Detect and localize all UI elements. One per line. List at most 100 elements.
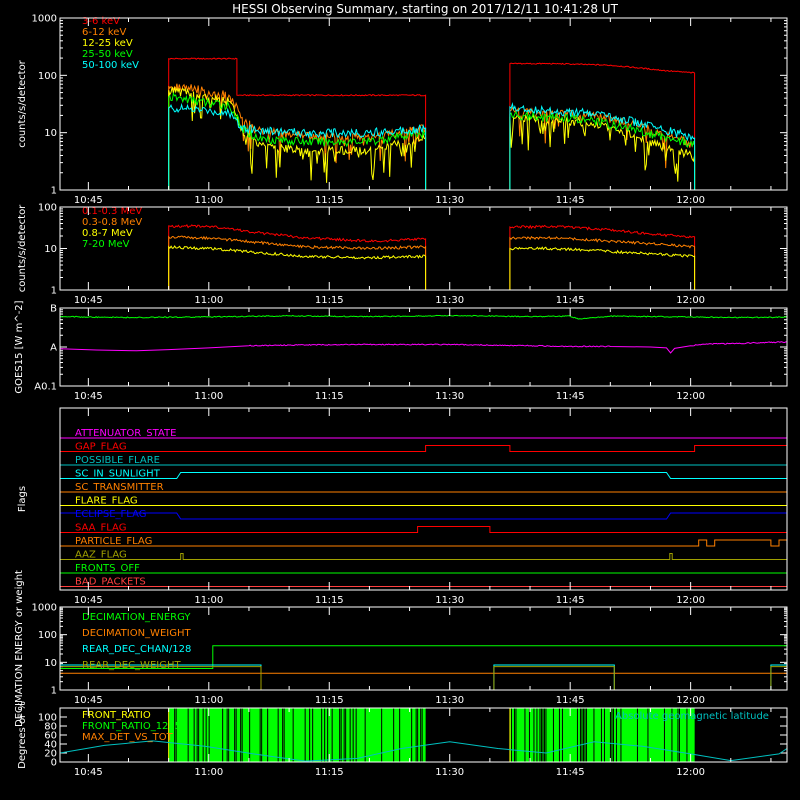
flag-label: SC_IN_SUNLIGHT: [75, 469, 161, 480]
50-100-kev-line: [60, 102, 787, 191]
flag-label: POSSIBLE_FLARE: [75, 455, 160, 466]
0-8-7-mev-line: [168, 245, 427, 290]
0-1-0-3-mev-line: [509, 224, 696, 290]
25-50-kev-line: [168, 91, 427, 190]
x-tick-label: 11:45: [556, 295, 585, 306]
flag-label: ATTENUATOR_STATE: [75, 428, 176, 439]
y-tick-label: A: [50, 343, 57, 354]
series-line: [59, 314, 788, 320]
y-tick-label: A0.1: [34, 382, 57, 393]
y-tick-label: B: [50, 304, 57, 315]
x-tick-label: 10:45: [74, 695, 103, 706]
y-tick-label: 10: [44, 244, 57, 255]
0-8-7-mev-line: [509, 246, 696, 290]
0-3-0-8-mev-line: [509, 235, 696, 290]
legend-entry: 12-25 keV: [82, 38, 133, 49]
x-tick-label: 11:30: [435, 695, 464, 706]
x-tick-label: 11:15: [315, 767, 344, 778]
y-tick-label: 1: [51, 686, 57, 697]
goes-time-axis: 10:45 11:00 11:15 11:30 11:45 12:00: [74, 308, 772, 402]
flag-label: ECLIPSE_FLAG: [75, 509, 146, 520]
flag-label: FLARE_FLAG: [75, 496, 138, 507]
flag-label: PARTICLE_FLAG: [75, 536, 152, 547]
flag-line: [60, 512, 787, 520]
decimation-time-axis: 10:45 11:00 11:15 11:30 11:45 12:00: [74, 607, 772, 706]
y-tick-label: 80: [44, 722, 57, 733]
legend-entry: FRONT_RATIO_1225: [82, 721, 181, 732]
x-tick-label: 11:30: [435, 595, 464, 606]
x-tick-label: 11:15: [315, 391, 344, 402]
flag-label: SAA_FLAG: [75, 523, 126, 534]
x-tick-label: 11:00: [194, 695, 223, 706]
y-tick-label: 1000: [32, 603, 57, 614]
legend-entry: 0.8-7 MeV: [82, 228, 133, 239]
series-line: [59, 341, 787, 354]
flag-line: [60, 445, 787, 452]
legend-entry: DECIMATION_WEIGHT: [82, 628, 191, 639]
hxr-frame: [59, 17, 788, 191]
ratio-time-axis: 10:45 11:00 11:15 11:30 11:45 12:00: [74, 708, 772, 778]
gamma-frame: [59, 206, 788, 291]
flag-line: [60, 553, 787, 560]
x-tick-label: 12:00: [676, 595, 705, 606]
absolute-geomagnetic-latitude-line: [59, 740, 788, 762]
x-tick-label: 12:00: [676, 695, 705, 706]
rear-dec-weight-line: [60, 666, 787, 691]
25-50-kev-line: [509, 110, 696, 190]
flag-line: [60, 472, 787, 479]
legend-entry: 50-100 keV: [82, 60, 139, 71]
y-axis-label: counts/s/detector: [17, 204, 28, 292]
goes-panel: GOES15 [W m^-2] A0.1 A B 10:45 11:00 11:15 11:3…: [14, 300, 788, 402]
front-ratio-bar: [168, 708, 426, 762]
y-tick-label: 1: [51, 286, 57, 297]
x-tick-label: 12:00: [676, 295, 705, 306]
x-tick-label: 11:30: [435, 767, 464, 778]
flags-panel: Flags ATTENUATOR_STATE GAP_FLAG POSSIBLE_FL…: [17, 407, 788, 606]
flag-line: [60, 539, 787, 547]
x-tick-label: 11:15: [315, 195, 344, 206]
x-tick-label: 11:30: [435, 391, 464, 402]
latitude-annotation: Absolute geomagnetic latitude: [615, 711, 769, 722]
y-tick-label: 100: [38, 630, 57, 641]
legend-entry: 7-20 MeV: [82, 239, 130, 250]
legend-entry: DECIMATION_ENERGY: [82, 612, 191, 623]
gamma-panel: counts/s/detector 1 10 100 0.1-0.3 MeV0.3-0.…: [17, 203, 788, 306]
y-tick-label: 100: [38, 71, 57, 82]
x-tick-label: 11:45: [556, 391, 585, 402]
12-25-kev-line: [509, 113, 696, 190]
x-tick-label: 12:00: [676, 195, 705, 206]
flags-time-axis: 10:45 11:00 11:15 11:30 11:45 12:00: [74, 408, 772, 606]
decimation-panel: DECIMATION ENERGY or weight 1 10 100 1000 DEC…: [14, 570, 788, 727]
decimation-frame: [59, 606, 788, 691]
flag-label: FRONTS_OFF: [75, 563, 140, 574]
gamma-time-axis: 10:45 11:00 11:15 11:30 11:45 12:00: [74, 207, 772, 306]
gamma-y-axis: 1 10 100: [38, 203, 787, 297]
x-tick-label: 11:15: [315, 695, 344, 706]
x-tick-label: 11:45: [556, 195, 585, 206]
flag-label: GAP_FLAG: [75, 442, 127, 453]
ratio-frame: [59, 707, 788, 763]
legend-entry: REAR_DEC_WEIGHT: [82, 660, 181, 671]
y-tick-label: 100: [38, 203, 57, 214]
hxr-y-axis: 1 10 100 1000: [32, 14, 787, 197]
x-tick-label: 11:15: [315, 295, 344, 306]
y-tick-label: 10: [44, 128, 57, 139]
x-tick-label: 11:15: [315, 595, 344, 606]
legend-entry: 0.1-0.3 MeV: [82, 206, 142, 217]
flag-label: AAZ_FLAG: [75, 550, 127, 561]
y-axis-label: GOES15 [W m^-2]: [14, 300, 25, 393]
legend-entry: 6-12 keV: [82, 27, 126, 38]
legend-entry: MAX_DET_VS_TOT: [82, 732, 174, 743]
x-tick-label: 10:45: [74, 295, 103, 306]
x-tick-label: 11:00: [194, 595, 223, 606]
x-tick-label: 11:30: [435, 295, 464, 306]
y-tick-label: 40: [44, 740, 57, 751]
legend-entry: REAR_DEC_CHAN/128: [82, 644, 191, 655]
y-tick-label: 60: [44, 731, 57, 742]
y-axis-label: Flags: [17, 486, 28, 512]
flag-label: BAD_PACKETS: [75, 577, 146, 588]
goes-frame: [59, 307, 788, 387]
